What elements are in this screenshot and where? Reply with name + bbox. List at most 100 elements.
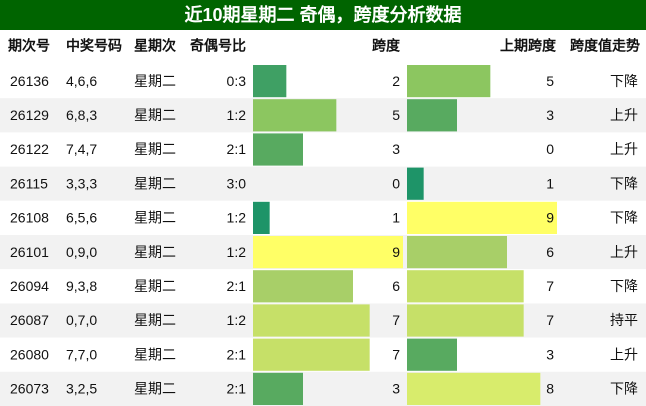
cell: 7,7,0 [66, 346, 97, 362]
cell: 8 [546, 381, 554, 397]
cell: 9 [392, 244, 400, 260]
cell: 9,3,8 [66, 278, 97, 294]
data-bar [407, 372, 541, 405]
cell: 星期二 [134, 107, 176, 123]
cell: 星期二 [134, 244, 176, 260]
column-header: 跨度 [372, 38, 401, 54]
column-header: 中奖号码 [66, 38, 122, 54]
column-header: 奇偶号比 [190, 38, 246, 54]
cell: 1:2 [227, 107, 247, 123]
data-bar [407, 201, 557, 234]
cell: 26101 [10, 244, 49, 260]
cell: 0,7,0 [66, 312, 97, 328]
data-bar [407, 167, 424, 200]
cell: 1:2 [227, 210, 247, 226]
cell: 1:2 [227, 244, 247, 260]
cell: 下降 [610, 73, 638, 89]
cell: 星期二 [134, 210, 176, 226]
cell: 6,5,6 [66, 210, 97, 226]
cell: 26136 [10, 73, 49, 89]
data-bar [407, 338, 457, 371]
cell: 6 [392, 278, 400, 294]
cell: 2:1 [227, 381, 247, 397]
data-bar [253, 99, 337, 132]
cell: 26073 [10, 381, 49, 397]
cell: 1 [392, 210, 400, 226]
cell: 上升 [610, 107, 638, 123]
cell: 7 [392, 312, 400, 328]
cell: 0:3 [227, 73, 247, 89]
cell: 7,4,7 [66, 141, 97, 157]
cell: 2 [392, 73, 400, 89]
data-bar [407, 236, 507, 269]
cell: 2:1 [227, 278, 247, 294]
column-header: 上期跨度 [500, 38, 557, 54]
data-bar [253, 133, 303, 166]
cell: 下降 [610, 210, 638, 226]
cell: 星期二 [134, 73, 176, 89]
cell: 7 [392, 346, 400, 362]
cell: 3 [392, 381, 400, 397]
cell: 星期二 [134, 175, 176, 191]
row-background [0, 64, 646, 99]
data-bar [253, 372, 303, 405]
cell: 3:0 [227, 175, 247, 191]
cell: 7 [546, 278, 554, 294]
cell: 3 [546, 346, 554, 362]
cell: 上升 [610, 244, 638, 260]
cell: 0 [546, 141, 554, 157]
data-bar [407, 304, 524, 337]
row-background [0, 166, 646, 201]
cell: 下降 [610, 278, 638, 294]
data-bar [253, 270, 353, 303]
cell: 6,8,3 [66, 107, 97, 123]
cell: 上升 [610, 346, 638, 362]
cell: 3 [392, 141, 400, 157]
cell: 26129 [10, 107, 49, 123]
cell: 0,9,0 [66, 244, 97, 260]
cell: 1:2 [227, 312, 247, 328]
cell: 星期二 [134, 381, 176, 397]
data-bar [407, 270, 524, 303]
cell: 26087 [10, 312, 49, 328]
column-header: 星期次 [134, 38, 176, 54]
data-bar [407, 65, 491, 98]
cell: 9 [546, 210, 554, 226]
cell: 3,2,5 [66, 381, 97, 397]
row-background [0, 132, 646, 167]
cell: 1 [546, 175, 554, 191]
column-header: 跨度值走势 [570, 38, 640, 54]
title-bar [0, 0, 646, 30]
title: 近10期星期二 奇偶，跨度分析数据 [184, 4, 461, 25]
cell: 2:1 [227, 141, 247, 157]
data-bar [253, 65, 287, 98]
cell: 下降 [610, 381, 638, 397]
cell: 26108 [10, 210, 49, 226]
cell: 0 [392, 175, 400, 191]
cell: 7 [546, 312, 554, 328]
column-header: 期次号 [8, 38, 50, 54]
data-bar [253, 304, 370, 337]
cell: 星期二 [134, 278, 176, 294]
cell: 26115 [10, 175, 48, 191]
cell: 6 [546, 244, 554, 260]
cell: 26122 [10, 141, 49, 157]
cell: 5 [546, 73, 554, 89]
cell: 26094 [10, 278, 49, 294]
cell: 上升 [610, 141, 638, 157]
cell: 星期二 [134, 346, 176, 362]
cell: 4,6,6 [66, 73, 97, 89]
cell: 下降 [610, 175, 638, 191]
cell: 2:1 [227, 346, 247, 362]
cell: 持平 [610, 312, 638, 328]
data-bar [253, 201, 270, 234]
data-bar [407, 99, 457, 132]
cell: 3 [546, 107, 554, 123]
data-bar [253, 338, 370, 371]
cell: 26080 [10, 346, 49, 362]
cell: 星期二 [134, 141, 176, 157]
cell: 星期二 [134, 312, 176, 328]
cell: 5 [392, 107, 400, 123]
